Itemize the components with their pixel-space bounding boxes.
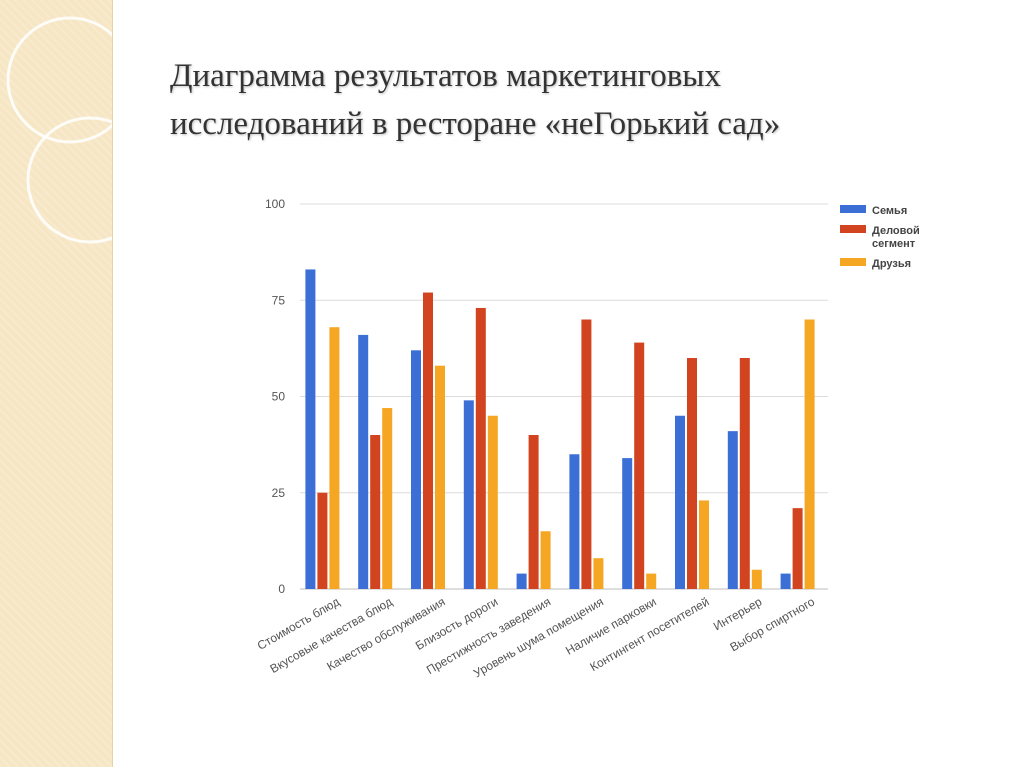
slide-title-line-1: Диаграмма результатов маркетинговых bbox=[170, 58, 721, 94]
bar bbox=[622, 458, 633, 589]
bar bbox=[593, 558, 604, 589]
legend-swatch bbox=[840, 225, 866, 233]
bar bbox=[804, 319, 815, 589]
slide-title: Диаграмма результатов маркетинговых иссл… bbox=[170, 52, 970, 148]
slide-title-line-2: исследований в ресторане «неГорький сад» bbox=[170, 106, 781, 142]
bar bbox=[411, 350, 421, 589]
bar bbox=[569, 454, 580, 589]
bar bbox=[687, 358, 697, 589]
bar bbox=[780, 573, 791, 589]
bar bbox=[423, 292, 433, 589]
legend-label: сегмент bbox=[872, 238, 916, 250]
bar bbox=[317, 492, 328, 589]
bar bbox=[699, 500, 709, 589]
bar bbox=[727, 431, 738, 589]
bar bbox=[751, 569, 762, 589]
legend-swatch bbox=[840, 205, 866, 213]
bar bbox=[634, 342, 645, 589]
legend-swatch bbox=[840, 258, 866, 266]
bar bbox=[370, 435, 381, 589]
bar bbox=[675, 415, 685, 589]
legend-label: Друзья bbox=[872, 258, 911, 270]
decorative-circles bbox=[6, 16, 112, 244]
bar bbox=[435, 365, 445, 589]
bar bbox=[382, 408, 393, 589]
bar bbox=[358, 334, 369, 589]
y-tick-label: 100 bbox=[265, 197, 285, 211]
bar bbox=[646, 573, 657, 589]
bar bbox=[540, 531, 551, 589]
bar bbox=[487, 415, 498, 589]
bar bbox=[516, 573, 527, 589]
decorative-side-panel bbox=[0, 0, 113, 767]
y-tick-label: 75 bbox=[272, 293, 286, 307]
bar bbox=[329, 327, 340, 589]
bar bbox=[305, 269, 316, 589]
y-tick-label: 50 bbox=[272, 390, 286, 404]
legend-label: Деловой bbox=[872, 225, 920, 237]
bar bbox=[739, 358, 750, 589]
bar bbox=[463, 400, 474, 589]
bar bbox=[581, 319, 592, 589]
bar bbox=[792, 508, 803, 589]
legend-label: Семья bbox=[872, 205, 907, 217]
y-tick-label: 25 bbox=[272, 486, 286, 500]
bar bbox=[528, 435, 539, 589]
y-tick-label: 0 bbox=[278, 582, 285, 596]
bar bbox=[475, 307, 486, 589]
